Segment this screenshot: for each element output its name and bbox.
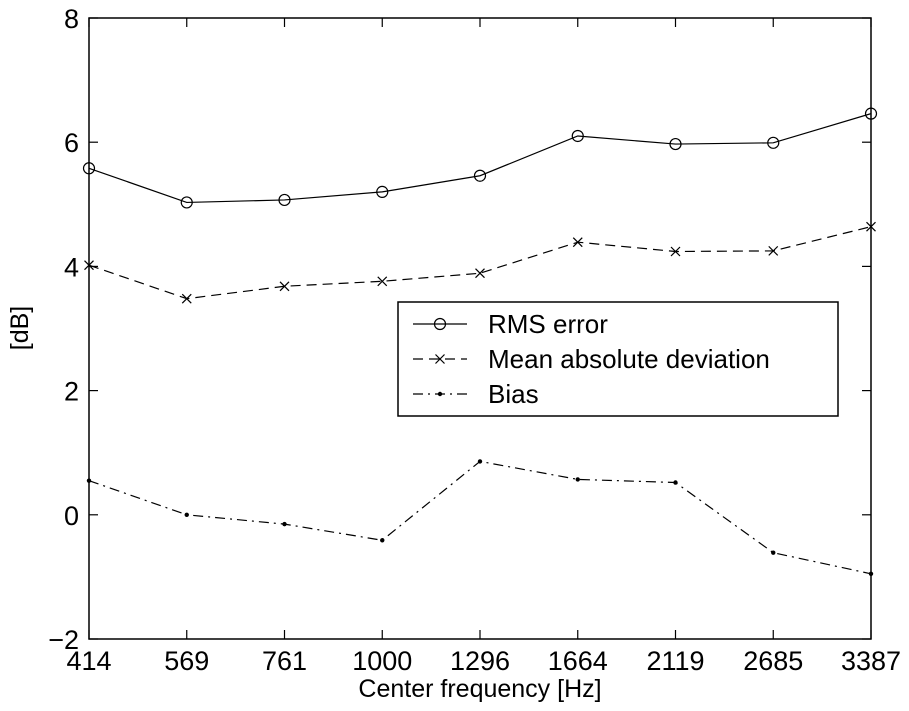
data-point: [477, 459, 483, 464]
data-point: [279, 281, 290, 292]
series-2: [84, 221, 876, 304]
data-point: [669, 137, 682, 151]
data-point: [673, 480, 678, 485]
data-point: [475, 268, 485, 279]
series-3: [86, 459, 874, 576]
ticks: 414 569 761 1000 1296 1664 2119 2685 3387 −2 0 2 4 6 8: [48, 4, 901, 676]
legend-label: Mean absolute deviation: [488, 344, 770, 374]
data-point: [278, 193, 291, 207]
x-tick-label: 1664: [548, 646, 608, 676]
legend-label: RMS error: [488, 309, 608, 339]
data-point: [768, 245, 779, 256]
data-point: [282, 521, 287, 527]
legend-label: Bias: [488, 379, 539, 409]
data-point: [180, 196, 193, 209]
y-tick-label: 6: [64, 128, 79, 158]
legend-entry: Bias: [413, 379, 539, 409]
data-point: [771, 550, 776, 555]
data-point: [868, 571, 874, 576]
x-axis-label: Center frequency [Hz]: [358, 675, 601, 703]
x-tick-label: 1000: [352, 646, 412, 676]
data-point: [572, 237, 583, 248]
data-point: [86, 478, 92, 483]
legend-entry: Mean absolute deviation: [413, 344, 770, 374]
y-tick-label: 2: [64, 377, 79, 407]
legend-marker: [435, 354, 445, 364]
y-tick-label: 8: [64, 4, 79, 34]
data-point: [380, 538, 385, 543]
series-line: [88, 113, 872, 204]
data-point: [864, 107, 878, 120]
x-tick-label: 2119: [646, 646, 704, 676]
data-point: [82, 162, 96, 175]
y-tick-label: −2: [48, 625, 79, 655]
data-point: [670, 246, 681, 257]
x-tick-label: 414: [66, 646, 111, 676]
series-line: [88, 226, 872, 300]
x-tick-label: 3387: [841, 646, 901, 676]
data-point: [866, 221, 876, 232]
data-point: [84, 260, 94, 271]
data-point: [376, 185, 389, 198]
data-point: [377, 276, 388, 287]
y-axis-label: [dB]: [6, 306, 34, 350]
y-tick-label: 4: [64, 252, 79, 282]
x-tick-label: 569: [164, 646, 209, 676]
data-point: [473, 169, 487, 182]
data-point: [571, 129, 584, 143]
x-tick-label: 1296: [450, 646, 510, 676]
x-tick-label: 2685: [743, 646, 803, 676]
y-tick-label: 0: [64, 501, 79, 531]
data-point: [767, 136, 780, 149]
legend: RMS error Mean absolute deviation Bias: [397, 301, 839, 417]
data-point: [181, 293, 192, 304]
data-point: [575, 477, 580, 482]
legend-marker: [433, 317, 447, 331]
legend-box: [397, 301, 839, 417]
legend-marker: [437, 391, 443, 397]
x-tick-label: 761: [262, 646, 307, 676]
series: [82, 107, 878, 576]
series-1: [82, 107, 878, 209]
data-point: [184, 512, 189, 517]
legend-entry: RMS error: [413, 309, 608, 339]
